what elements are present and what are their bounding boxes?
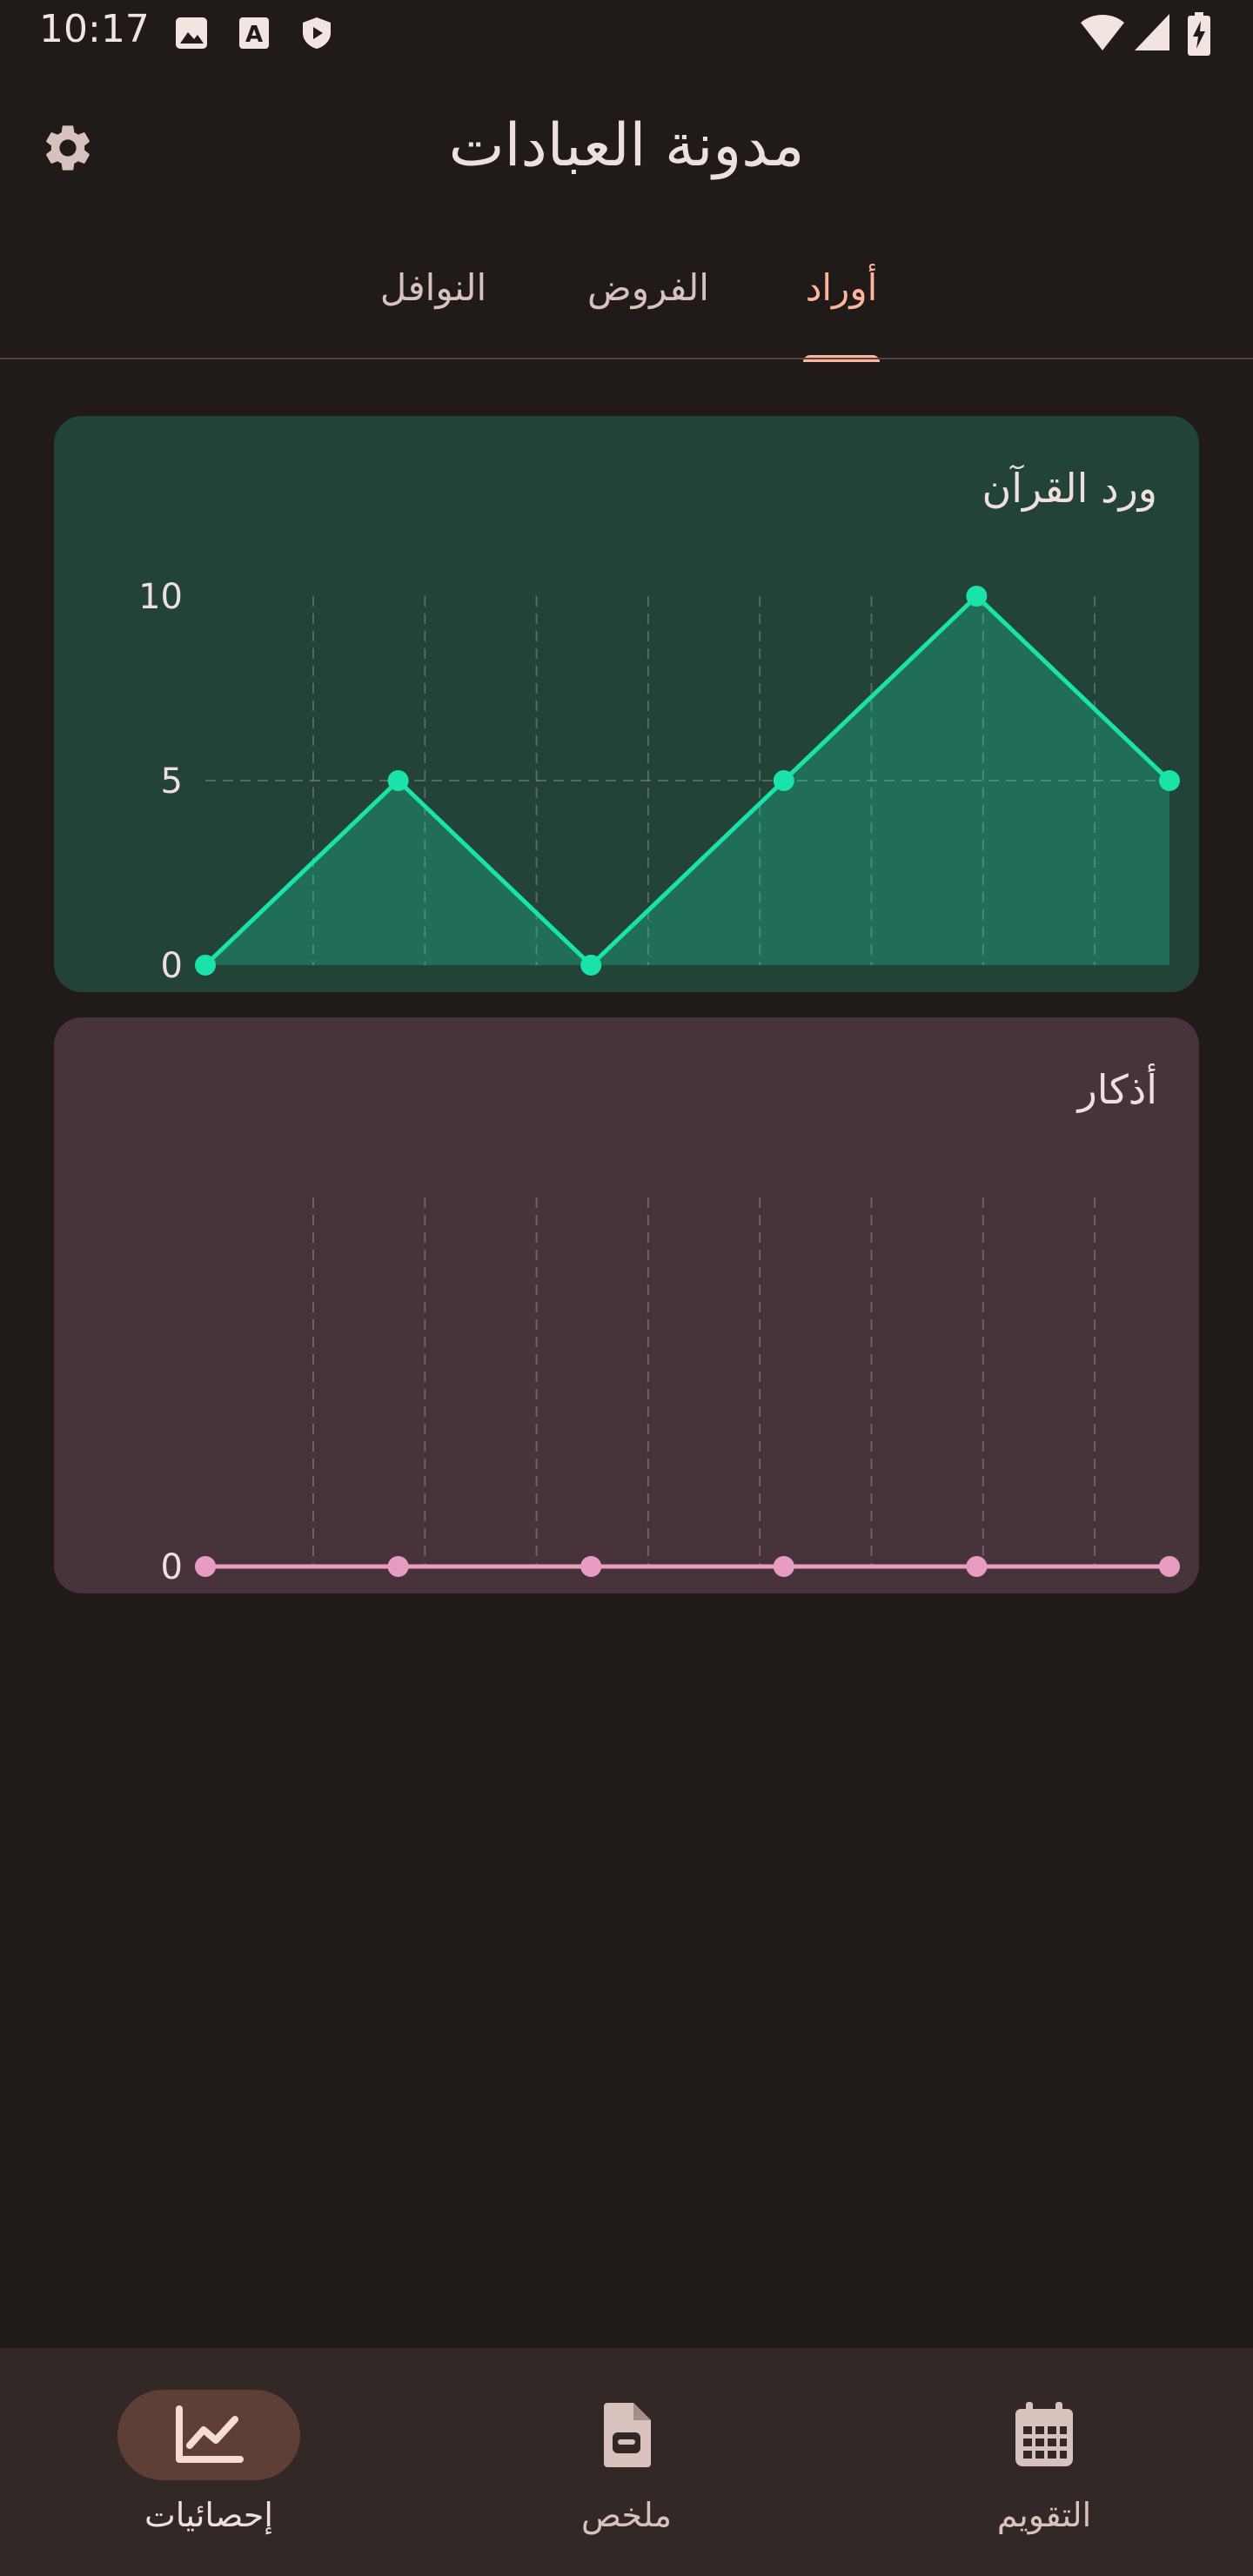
wifi-icon: [1081, 15, 1124, 50]
nav-calendar-pill: [953, 2390, 1136, 2480]
document-icon: [604, 2403, 651, 2467]
series-area: [205, 596, 1169, 965]
status-time: 10:17: [39, 7, 150, 51]
chart-line-icon: [176, 2405, 244, 2463]
svg-text:A: A: [245, 22, 263, 48]
a-box-icon: A: [239, 17, 269, 49]
bottom-navigation: إحصائيات ملخص: [0, 2348, 1253, 2576]
data-point[interactable]: [195, 955, 216, 976]
data-point[interactable]: [387, 770, 409, 791]
data-point[interactable]: [773, 770, 794, 791]
adhkar-chart-card: أذكار 0: [54, 1017, 1199, 1593]
data-point[interactable]: [580, 955, 602, 976]
quran-chart-card: ورد القرآن 0 5 10: [54, 416, 1199, 992]
series-line: [204, 594, 1171, 968]
data-point[interactable]: [195, 1556, 216, 1577]
data-point[interactable]: [1159, 1556, 1180, 1577]
quran-chart-title: ورد القرآن: [982, 465, 1157, 512]
gear-icon: [46, 125, 90, 171]
page-title: مدونة العبادات: [448, 111, 805, 180]
nav-calendar-label: التقويم: [996, 2496, 1092, 2534]
y-tick-label: 0: [161, 946, 183, 986]
y-tick-label: 10: [138, 577, 183, 617]
nav-statistics-label: إحصائيات: [144, 2496, 273, 2534]
data-point[interactable]: [773, 1556, 794, 1577]
nav-calendar[interactable]: التقويم: [835, 2348, 1253, 2576]
status-bar: 10:17 A: [0, 0, 1253, 70]
settings-button[interactable]: [33, 113, 103, 183]
data-point[interactable]: [966, 586, 988, 607]
tab-awrad[interactable]: أوراد: [805, 266, 878, 309]
nav-statistics-pill: [117, 2390, 300, 2480]
calendar-icon: [1015, 2402, 1073, 2466]
shield-play-icon: [303, 17, 331, 49]
nav-summary[interactable]: ملخص: [418, 2348, 835, 2576]
image-icon: [176, 17, 207, 49]
tab-divider: [0, 358, 1253, 359]
adhkar-chart-title: أذكار: [1077, 1066, 1157, 1113]
battery-charging-icon: [1188, 12, 1210, 56]
nav-summary-pill: [535, 2390, 718, 2480]
data-point[interactable]: [1159, 770, 1180, 791]
tab-bar: النوافل الفروض أوراد: [0, 252, 1253, 362]
y-tick-label: 5: [161, 761, 183, 802]
tab-nawafil[interactable]: النوافل: [379, 266, 487, 309]
quran-chart: 0 5 10: [138, 577, 1180, 986]
data-point[interactable]: [966, 1556, 988, 1577]
adhkar-chart: 0: [161, 1197, 1180, 1587]
nav-statistics[interactable]: إحصائيات: [0, 2348, 418, 2576]
data-point[interactable]: [580, 1556, 602, 1577]
y-tick-label: 0: [161, 1547, 183, 1587]
tab-furood[interactable]: الفروض: [587, 266, 709, 309]
nav-summary-label: ملخص: [580, 2496, 673, 2534]
signal-icon: [1135, 14, 1169, 50]
data-point[interactable]: [387, 1556, 409, 1577]
